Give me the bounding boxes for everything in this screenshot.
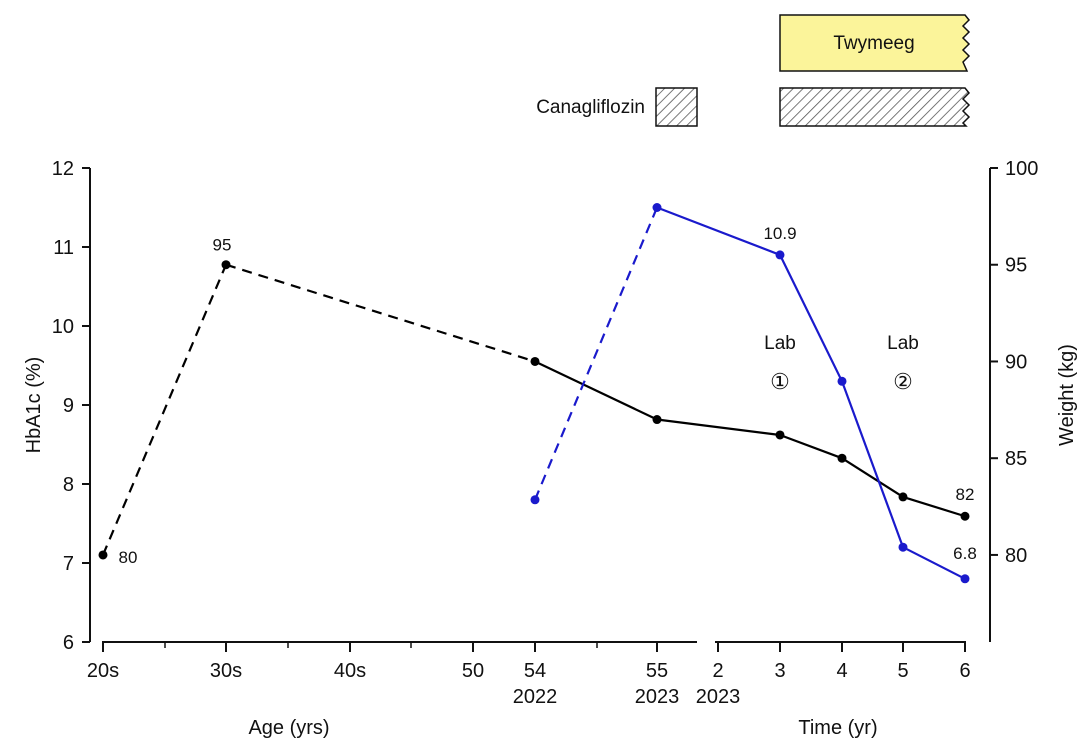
- x-tick-label: 20s: [87, 660, 119, 682]
- data-label: 10.9: [763, 224, 796, 243]
- age-axis-title: Age (yrs): [248, 717, 329, 739]
- data-label: 6.8: [953, 544, 977, 563]
- left-axis-title: HbA1c (%): [23, 357, 45, 454]
- left-tick-label: 6: [63, 632, 74, 654]
- x-tick-label: 5: [897, 660, 908, 682]
- x-tick-label: 4: [836, 660, 847, 682]
- series-0-point: [837, 453, 847, 463]
- series-0-point: [960, 511, 970, 521]
- left-axis-ticks: 6 7 8 9 10 11 12: [52, 158, 90, 654]
- x-tick-label: 3: [774, 660, 785, 682]
- series-layer: 80 95 82 10.9 6.8: [98, 203, 977, 584]
- x-tick-label: 55: [646, 660, 668, 682]
- lab-2-label: Lab: [887, 333, 919, 354]
- twymeeg-bar: [779, 14, 971, 72]
- x-tick-label: 2: [712, 660, 723, 682]
- x-tick-sublabel: 2022: [513, 686, 558, 708]
- series-0-point: [652, 415, 662, 425]
- left-tick-label: 11: [53, 237, 74, 259]
- left-tick-label: 7: [63, 553, 74, 575]
- lab-annotations: Lab ① Lab ②: [764, 333, 919, 394]
- series-0-segment: [534, 360, 658, 421]
- lab-1-symbol: ①: [770, 369, 790, 394]
- left-tick-label: 10: [52, 316, 74, 338]
- series-0-point: [221, 260, 231, 270]
- lab-2-symbol: ②: [893, 369, 913, 394]
- time-axis-title: Time (yr): [798, 717, 877, 739]
- x-tick-label: 50: [462, 660, 484, 682]
- series-1-segment: [840, 380, 905, 548]
- left-tick-label: 12: [52, 158, 74, 180]
- series-0-point: [98, 550, 108, 560]
- data-label: 95: [213, 236, 232, 255]
- twymeeg-label: Twymeeg: [833, 33, 914, 54]
- series-1-segment: [779, 254, 843, 382]
- canagliflozin-label: Canagliflozin: [536, 97, 645, 118]
- series-0-segment: [902, 495, 966, 518]
- series-1-point: [775, 250, 785, 260]
- data-label: 80: [119, 548, 138, 567]
- series-1-segment: [656, 206, 781, 256]
- x-tick-label: 54: [524, 660, 546, 682]
- series-0-segment: [656, 418, 781, 437]
- series-0-point: [898, 492, 908, 502]
- series-0-segment: [225, 263, 536, 363]
- series-1-point: [837, 376, 847, 386]
- series-0-segment: [101, 264, 228, 556]
- series-1-segment: [533, 207, 659, 501]
- right-axis-title: Weight (kg): [1056, 344, 1078, 446]
- series-0-point: [530, 356, 540, 366]
- series-1-segment: [902, 546, 966, 580]
- x-tick-label: 6: [959, 660, 970, 682]
- series-1-point: [652, 203, 662, 212]
- x-tick-sublabel: 2023: [696, 686, 741, 708]
- canagliflozin-bar-2: [779, 87, 971, 127]
- series-1-point: [898, 542, 908, 552]
- canagliflozin-bar-1: [655, 87, 698, 127]
- series-1-point: [530, 495, 540, 505]
- right-tick-label: 85: [1005, 448, 1027, 470]
- left-tick-label: 8: [63, 474, 74, 496]
- right-axis-ticks: 80 85 90 95 100: [990, 158, 1038, 567]
- series-0-point: [775, 430, 785, 440]
- x-tick-sublabel: 2023: [635, 686, 680, 708]
- x-tick-label: 30s: [210, 660, 242, 682]
- series-0-segment: [841, 457, 904, 498]
- left-tick-label: 9: [63, 395, 74, 417]
- right-tick-label: 100: [1005, 158, 1038, 180]
- lab-1-label: Lab: [764, 333, 796, 354]
- series-0-segment: [779, 433, 843, 460]
- right-tick-label: 80: [1005, 545, 1027, 567]
- x-tick-label: 40s: [334, 660, 366, 682]
- treatment-legend: Twymeeg Canagliflozin: [536, 14, 971, 127]
- right-tick-label: 90: [1005, 351, 1027, 373]
- x-axis-ticks: 20s 30s 40s 50 54 2022 55 2023 2 2023 3 4 5 6: [87, 642, 971, 708]
- right-tick-label: 95: [1005, 255, 1027, 277]
- series-1-point: [960, 574, 970, 584]
- data-label: 82: [956, 485, 975, 504]
